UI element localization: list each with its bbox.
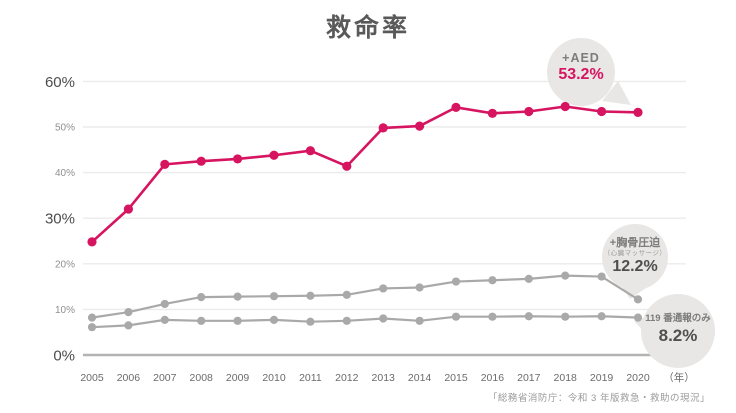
callout-bubble-chest bbox=[602, 224, 668, 290]
callout-119-value: 8.2% bbox=[658, 325, 698, 345]
data-point bbox=[269, 150, 279, 160]
data-point bbox=[451, 277, 461, 286]
callout-chest-value: 12.2% bbox=[612, 258, 658, 276]
y-axis-tick-label: 50% bbox=[55, 123, 75, 134]
data-point bbox=[524, 312, 533, 321]
data-point bbox=[269, 292, 279, 301]
data-point bbox=[269, 315, 279, 324]
callout-aed: +AED 53.2% bbox=[547, 51, 615, 85]
data-point bbox=[124, 321, 133, 330]
data-point bbox=[597, 312, 606, 321]
callout-chest-label: +胸骨圧迫 bbox=[609, 237, 661, 249]
y-axis-tick-label: 10% bbox=[55, 305, 75, 316]
data-point bbox=[415, 316, 424, 325]
y-axis-tick-label: 20% bbox=[55, 259, 75, 270]
callout-119-only: 119 番通報のみ 8.2% bbox=[634, 313, 722, 345]
data-point bbox=[561, 271, 570, 280]
data-point bbox=[306, 291, 315, 300]
data-point bbox=[87, 237, 97, 247]
y-axis-tick-label: 0% bbox=[53, 348, 75, 365]
x-axis-tick-label: 2014 bbox=[408, 372, 432, 384]
data-point bbox=[123, 204, 133, 214]
data-point bbox=[597, 106, 607, 117]
data-point bbox=[305, 146, 315, 156]
x-axis-unit-label: （年） bbox=[663, 371, 695, 384]
data-point bbox=[160, 315, 169, 324]
series-line-1 bbox=[91, 274, 639, 319]
y-axis-tick-label: 30% bbox=[45, 211, 75, 228]
callout-bubble-aed-tail bbox=[602, 81, 631, 105]
data-point bbox=[233, 316, 242, 325]
data-point bbox=[488, 312, 497, 321]
y-axis-tick-label: 60% bbox=[45, 74, 75, 91]
x-axis-tick-label: 2007 bbox=[153, 372, 177, 384]
data-point bbox=[306, 317, 315, 326]
data-point bbox=[524, 274, 533, 283]
data-point bbox=[342, 161, 352, 171]
data-point bbox=[560, 101, 570, 112]
data-point bbox=[342, 316, 351, 325]
data-point bbox=[197, 292, 206, 302]
data-point bbox=[415, 283, 424, 292]
callout-bubble-chest-tail bbox=[622, 287, 646, 299]
series-line-0 bbox=[91, 105, 639, 243]
data-point bbox=[451, 102, 461, 112]
data-point bbox=[633, 107, 643, 118]
data-point bbox=[342, 290, 351, 299]
data-point bbox=[160, 159, 170, 169]
data-point bbox=[233, 292, 242, 301]
x-axis-tick-label: 2013 bbox=[372, 372, 396, 384]
x-axis-tick-label: 2006 bbox=[117, 372, 141, 384]
x-axis-tick-label: 2016 bbox=[481, 372, 505, 384]
x-axis-tick-label: 2019 bbox=[590, 372, 614, 384]
x-axis-tick-label: 2010 bbox=[262, 372, 286, 384]
data-point bbox=[124, 308, 133, 317]
x-axis-tick-label: 2017 bbox=[517, 372, 541, 384]
data-point bbox=[487, 108, 497, 118]
data-point bbox=[597, 272, 606, 281]
data-point bbox=[633, 295, 643, 304]
data-point bbox=[378, 123, 388, 133]
data-point bbox=[87, 323, 97, 332]
x-axis-tick-label: 2020 bbox=[626, 372, 650, 384]
callout-chest-compression: +胸骨圧迫 （心臓マッサージ） 12.2% bbox=[591, 237, 679, 277]
x-axis-tick-label: 2011 bbox=[299, 372, 322, 384]
data-point bbox=[233, 154, 243, 164]
data-point bbox=[633, 313, 643, 322]
data-point bbox=[197, 316, 206, 325]
callout-aed-value: 53.2% bbox=[558, 66, 604, 84]
data-point bbox=[379, 314, 388, 323]
x-axis-tick-label: 2012 bbox=[335, 372, 359, 384]
data-point bbox=[160, 299, 169, 309]
data-point bbox=[87, 313, 97, 322]
data-point bbox=[488, 276, 497, 285]
data-point bbox=[561, 312, 570, 321]
callout-chest-sublabel: （心臓マッサージ） bbox=[603, 249, 667, 257]
x-axis-tick-label: 2008 bbox=[190, 372, 214, 384]
callout-bubble-aed bbox=[547, 38, 615, 106]
callout-bubble-119 bbox=[641, 294, 715, 368]
data-point bbox=[196, 156, 206, 166]
data-point bbox=[415, 121, 425, 131]
callout-119-label: 119 番通報のみ bbox=[645, 313, 711, 324]
data-point bbox=[451, 312, 461, 321]
page-title: 救命率 bbox=[325, 14, 410, 42]
data-point bbox=[379, 284, 388, 293]
x-axis-tick-label: 2015 bbox=[444, 372, 468, 384]
series-line-2 bbox=[91, 315, 639, 329]
callout-aed-label: +AED bbox=[562, 51, 600, 65]
y-axis-tick-label: 40% bbox=[55, 168, 75, 179]
source-citation: 「総務省消防庁：令和 3 年版救急・救助の現況」 bbox=[487, 393, 710, 404]
x-axis-tick-label: 2018 bbox=[554, 372, 578, 384]
x-axis-tick-label: 2005 bbox=[80, 372, 104, 384]
data-point bbox=[524, 106, 534, 117]
x-axis-tick-label: 2009 bbox=[226, 372, 250, 384]
